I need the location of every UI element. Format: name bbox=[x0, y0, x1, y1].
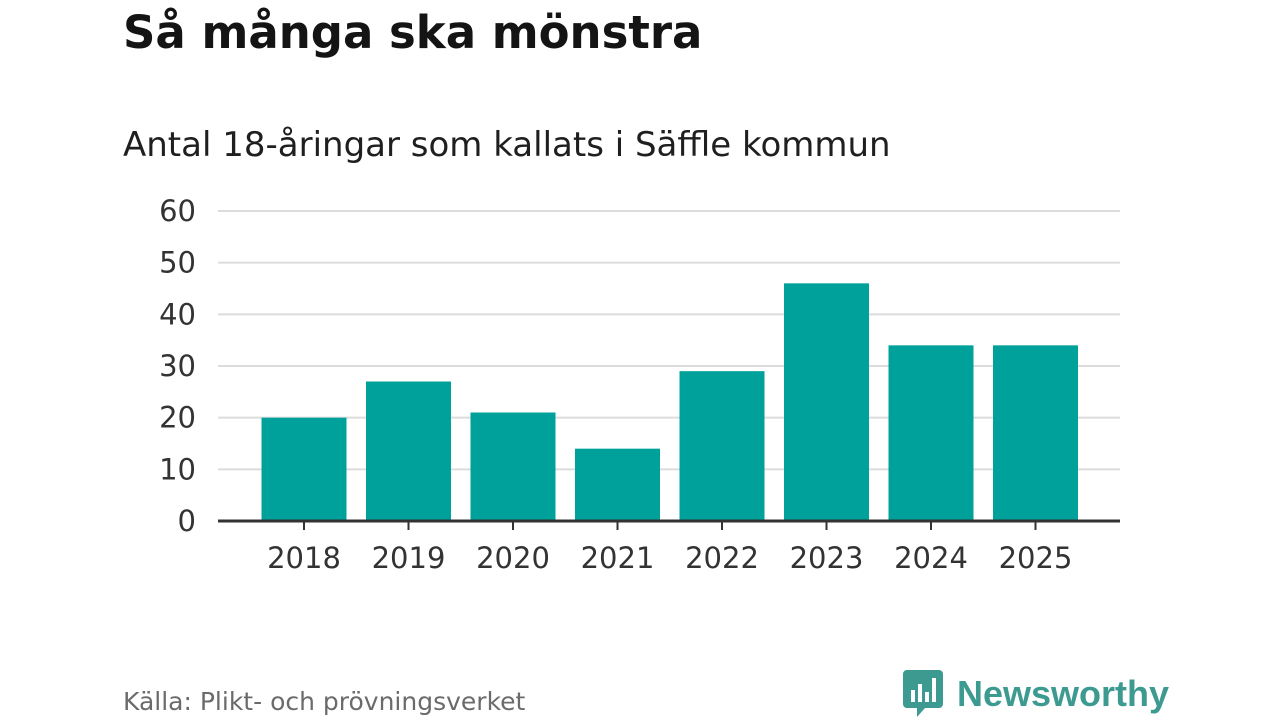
bar-2022 bbox=[679, 371, 765, 521]
tick-labels: 0 10 20 30 40 50 60 2018 2019 2020 2021 2022 2023 202… bbox=[159, 194, 1072, 575]
y-tick-label: 30 bbox=[159, 349, 196, 383]
x-tick-label: 2020 bbox=[476, 541, 550, 575]
x-tick-label: 2025 bbox=[999, 541, 1073, 575]
x-tick-label: 2019 bbox=[372, 541, 446, 575]
bar-2024 bbox=[888, 345, 974, 521]
x-tick-label: 2023 bbox=[790, 541, 864, 575]
y-tick-label: 0 bbox=[178, 504, 196, 538]
newsworthy-logo: Newsworthy bbox=[903, 670, 1169, 718]
chart-subtitle: Antal 18-åringar som kallats i Säffle ko… bbox=[123, 125, 891, 165]
source-note: Källa: Plikt- och prövningsverket bbox=[123, 687, 526, 716]
gridlines bbox=[218, 210, 1120, 471]
x-tick-label: 2018 bbox=[267, 541, 341, 575]
brand-name: Newsworthy bbox=[957, 673, 1170, 714]
y-tick-label: 10 bbox=[159, 452, 196, 486]
bars bbox=[261, 283, 1078, 521]
chart-title: Så många ska mönstra bbox=[123, 6, 703, 59]
bar-2025 bbox=[993, 345, 1078, 521]
y-tick-label: 40 bbox=[159, 297, 196, 331]
x-axis bbox=[218, 519, 1120, 530]
x-tick-label: 2022 bbox=[685, 541, 759, 575]
bar-2019 bbox=[366, 381, 451, 521]
newsworthy-chart-bubble-icon bbox=[903, 670, 943, 717]
y-tick-label: 20 bbox=[159, 401, 196, 435]
bar-2023 bbox=[784, 283, 869, 521]
x-tick-label: 2024 bbox=[894, 541, 968, 575]
bar-2021 bbox=[575, 448, 660, 521]
x-tick-label: 2021 bbox=[581, 541, 655, 575]
bar-2018 bbox=[261, 417, 347, 521]
bar-2020 bbox=[470, 412, 556, 521]
y-tick-label: 50 bbox=[159, 246, 196, 280]
y-tick-label: 60 bbox=[159, 194, 196, 228]
